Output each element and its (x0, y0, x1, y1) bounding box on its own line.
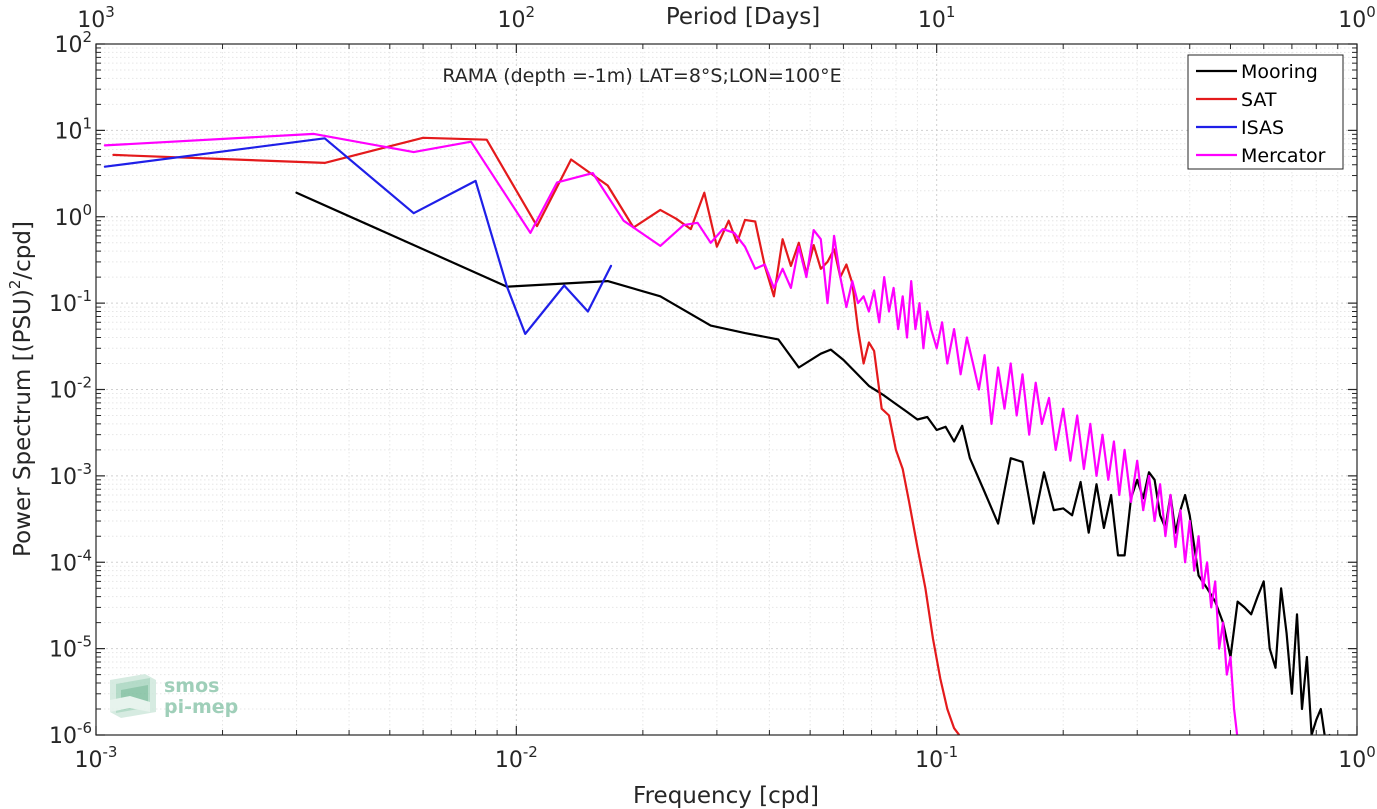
legend: Mooring SAT ISAS Mercator (1187, 54, 1344, 170)
top-x-tick-labels: 103 102 101 100 (77, 3, 1376, 33)
y-tick-label-base: 10 (54, 206, 82, 231)
y-axis-title: Power Spectrum [(PSU)2/cpd] (6, 221, 36, 557)
legend-label-sat: SAT (1241, 89, 1277, 111)
chart-annotation: RAMA (depth =-1m) LAT=8°S;LON=100°E (442, 65, 841, 87)
top-x-tick-label: 101 (918, 3, 956, 33)
legend-label-mooring: Mooring (1241, 61, 1318, 83)
y-axis-title-tail: /cpd] (10, 221, 36, 280)
y-tick-label-exp: -5 (77, 633, 92, 651)
top-x-tick-label: 103 (77, 3, 115, 33)
y-tick-label: 10-2 (49, 374, 92, 404)
y-axis-title-main: Power Spectrum [(PSU) (10, 289, 36, 557)
top-x-tick-label-base: 10 (918, 8, 946, 33)
y-tick-label-exp: -1 (77, 287, 92, 305)
y-tick-label: 10-6 (49, 719, 92, 749)
y-axis-title-sup: 2 (6, 280, 24, 290)
series-line-mercator (103, 132, 1239, 735)
y-tick-label-base: 10 (49, 292, 77, 317)
x-tick-label-exp: -1 (943, 743, 958, 761)
top-x-tick-label-base: 10 (77, 8, 105, 33)
legend-box (1187, 54, 1344, 170)
x-tick-labels: 10-3 10-2 10-1 100 (75, 743, 1376, 773)
y-tick-label-base: 10 (54, 33, 82, 58)
x-tick-label: 10-1 (915, 743, 958, 773)
x-tick-label-exp: -3 (103, 743, 118, 761)
y-tick-label: 10-1 (49, 287, 92, 317)
y-tick-label-exp: 1 (82, 114, 92, 132)
legend-label-mercator: Mercator (1241, 145, 1326, 167)
top-x-tick-label: 100 (1338, 3, 1376, 33)
y-tick-label-base: 10 (49, 638, 77, 663)
top-x-tick-label-exp: 1 (946, 3, 956, 21)
top-x-tick-label-base: 10 (1338, 8, 1366, 33)
x-tick-label-base: 10 (915, 748, 943, 773)
logo-mark-icon (110, 674, 156, 718)
x-tick-label-base: 10 (75, 748, 103, 773)
y-tick-label-exp: -4 (77, 546, 92, 564)
x-tick-label-exp: 0 (1366, 743, 1376, 761)
top-x-tick-label-exp: 0 (1366, 3, 1376, 21)
y-tick-label: 10-5 (49, 633, 92, 663)
y-tick-label: 101 (54, 114, 92, 144)
y-tick-label-base: 10 (49, 465, 77, 490)
top-x-tick-label: 102 (498, 3, 536, 33)
series-layer (103, 132, 1331, 735)
y-tick-label-base: 10 (49, 551, 77, 576)
y-tick-label-base: 10 (49, 724, 77, 749)
x-tick-label: 100 (1338, 743, 1376, 773)
x-tick-label-base: 10 (1338, 748, 1366, 773)
top-x-tick-label-exp: 2 (526, 3, 536, 21)
top-x-axis-title: Period [Days] (666, 4, 820, 30)
y-tick-label-exp: -2 (77, 374, 92, 392)
y-tick-label: 100 (54, 201, 92, 231)
legend-label-isas: ISAS (1241, 117, 1284, 139)
top-x-tick-label-exp: 3 (105, 3, 115, 21)
x-tick-label: 10-2 (495, 743, 538, 773)
y-tick-label-exp: -6 (77, 719, 92, 737)
y-tick-label-exp: -3 (77, 460, 92, 478)
x-axis-title: Frequency [cpd] (633, 783, 819, 809)
logo-text-pi-mep: pi-mep (164, 696, 238, 718)
smos-pimep-logo: smos pi-mep (110, 674, 238, 718)
series-line-sat (112, 136, 961, 735)
y-tick-label: 10-3 (49, 460, 92, 490)
axis-ticks (95, 43, 1358, 736)
x-tick-label-exp: -2 (523, 743, 538, 761)
series-line-isas (103, 137, 613, 335)
y-tick-label-exp: 0 (82, 201, 92, 219)
y-tick-label-base: 10 (49, 379, 77, 404)
series-line-mooring (295, 191, 1331, 735)
y-tick-label: 10-4 (49, 546, 92, 576)
y-tick-label-exp: 2 (82, 28, 92, 46)
y-tick-label-base: 10 (54, 119, 82, 144)
y-tick-label: 102 (54, 28, 92, 58)
top-x-tick-label-base: 10 (498, 8, 526, 33)
x-tick-label: 10-3 (75, 743, 118, 773)
logo-text-smos: smos (164, 675, 219, 697)
x-tick-label-base: 10 (495, 748, 523, 773)
